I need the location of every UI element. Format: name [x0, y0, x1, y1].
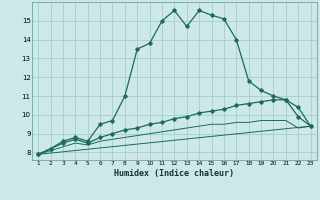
X-axis label: Humidex (Indice chaleur): Humidex (Indice chaleur) — [115, 169, 234, 178]
